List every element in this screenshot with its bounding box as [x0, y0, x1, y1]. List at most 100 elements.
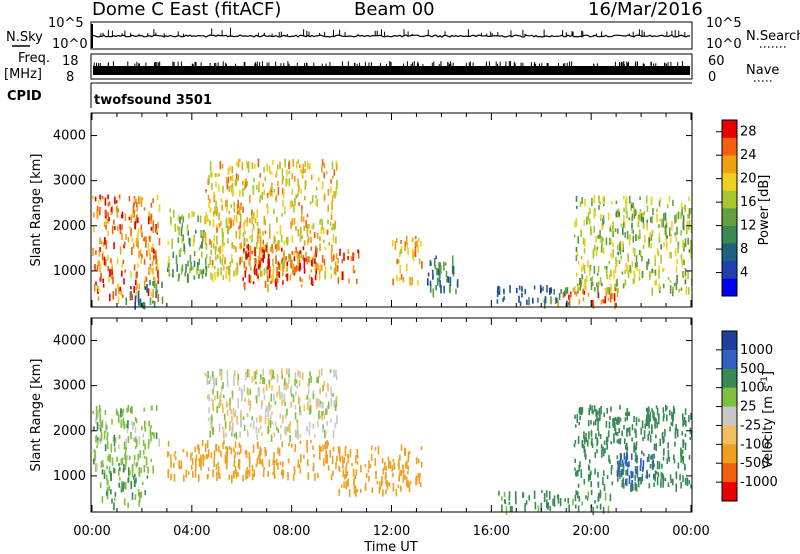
echo-cell: [574, 458, 576, 463]
echo-cell: [214, 378, 217, 384]
echo-cell: [318, 410, 320, 420]
echo-cell: [325, 429, 327, 436]
echo-cell: [236, 415, 238, 425]
echo-cell: [102, 241, 105, 247]
echo-cell: [246, 222, 248, 227]
echo-cell: [317, 376, 319, 384]
echo-cell: [269, 266, 272, 271]
echo-cell: [598, 407, 601, 415]
echo-cell: [670, 252, 672, 259]
echo-cell: [576, 414, 579, 423]
colorbar-tick-label: 1000: [740, 343, 773, 358]
echo-cell: [338, 489, 341, 496]
echo-cell: [522, 493, 525, 498]
echo-cell: [576, 205, 578, 209]
echo-cell: [285, 382, 287, 391]
echo-cell: [216, 473, 218, 482]
freq-panel: Freq. [MHz] 18 8 60 0 Nave: [4, 51, 779, 85]
echo-cell: [208, 202, 210, 208]
echo-cell: [496, 288, 499, 298]
echo-cell: [299, 276, 301, 282]
echo-cell: [272, 459, 274, 465]
echo-cell: [685, 286, 688, 295]
echo-cell: [178, 249, 181, 256]
echo-cell: [590, 440, 593, 446]
echo-cell: [675, 483, 677, 492]
echo-cell: [133, 202, 135, 208]
echo-cell: [116, 210, 119, 218]
echo-cell: [261, 191, 264, 200]
echo-cell: [306, 261, 308, 265]
echo-cell: [228, 217, 230, 224]
echo-cell: [688, 249, 691, 253]
echo-cell: [131, 213, 134, 218]
echo-cell: [134, 417, 137, 422]
echo-cell: [616, 439, 619, 444]
echo-cell: [573, 286, 576, 291]
echo-cell: [680, 481, 682, 489]
echo-cell: [192, 211, 195, 217]
echo-cell: [597, 496, 599, 502]
echo-cell: [230, 254, 233, 263]
echo-cell: [587, 212, 590, 220]
echo-cell: [310, 276, 313, 285]
echo-cell: [237, 378, 239, 386]
echo-cell: [326, 421, 328, 426]
echo-cell: [135, 290, 138, 298]
echo-cell: [257, 275, 259, 279]
echo-cell: [286, 180, 289, 185]
echo-cell: [222, 232, 224, 239]
echo-cell: [629, 265, 631, 272]
echo-cell: [376, 480, 379, 485]
echo-cell: [119, 286, 122, 292]
echo-cell: [122, 259, 125, 265]
echo-cell: [314, 473, 316, 481]
echo-cell: [308, 429, 311, 436]
echo-cell: [306, 224, 309, 233]
echo-cell: [664, 477, 667, 482]
echo-cell: [658, 237, 661, 243]
echo-cell: [668, 195, 671, 202]
echo-cell: [114, 491, 117, 497]
echo-cell: [612, 249, 614, 258]
echo-cell: [625, 457, 627, 467]
echo-cell: [619, 404, 621, 410]
echo-cell: [110, 207, 113, 212]
echo-cell: [616, 432, 619, 436]
echo-cell: [420, 461, 423, 468]
colorbar-segment: [722, 120, 737, 138]
echo-cell: [613, 433, 615, 440]
echo-cell: [261, 248, 264, 257]
colorbar-segment: [722, 190, 737, 209]
y-tick-label: 4000: [53, 334, 86, 349]
echo-cell: [114, 196, 116, 205]
echo-cell: [222, 275, 225, 281]
echo-cell: [259, 247, 261, 252]
echo-cell: [321, 221, 323, 231]
echo-cell: [674, 441, 676, 447]
echo-cell: [174, 223, 176, 232]
echo-cell: [514, 491, 517, 501]
echo-cell: [256, 369, 258, 375]
echo-cell: [420, 446, 423, 451]
echo-cell: [625, 207, 628, 214]
echo-cell: [255, 268, 258, 276]
echo-cell: [246, 474, 248, 479]
echo-cell: [302, 372, 304, 381]
colorbar-segment: [722, 368, 737, 388]
echo-cell: [534, 501, 537, 510]
echo-cell: [256, 222, 259, 226]
echo-cell: [587, 464, 590, 471]
echo-cell: [152, 465, 154, 474]
echo-cell: [251, 376, 254, 383]
echo-cell: [593, 266, 596, 274]
echo-cell: [108, 201, 111, 206]
echo-cell: [291, 443, 293, 448]
echo-cell: [213, 235, 216, 242]
echo-cell: [543, 301, 546, 309]
echo-cell: [676, 274, 679, 282]
echo-cell: [236, 161, 238, 167]
echo-cell: [581, 277, 583, 285]
echo-cell: [152, 281, 154, 286]
echo-cell: [312, 445, 314, 451]
